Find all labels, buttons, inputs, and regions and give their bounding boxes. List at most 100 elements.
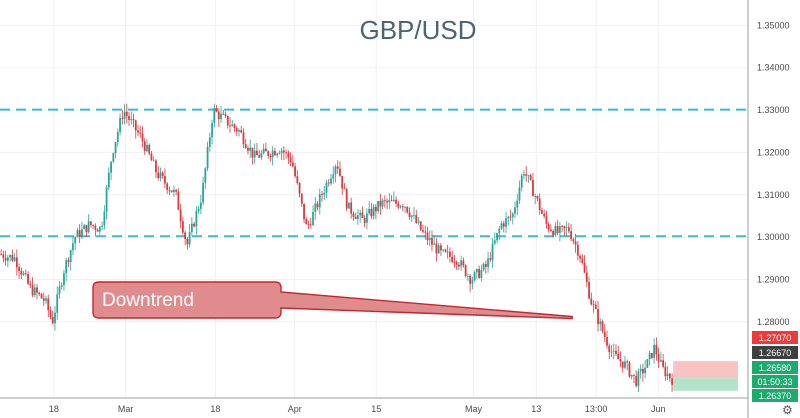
- candle: [238, 128, 240, 137]
- candle: [408, 207, 411, 220]
- candle: [603, 324, 606, 343]
- candle: [161, 171, 164, 179]
- candle: [365, 208, 368, 230]
- candle: [642, 363, 644, 382]
- candle: [514, 201, 516, 219]
- candle: [388, 193, 391, 209]
- candle: [305, 216, 308, 225]
- candle: [597, 301, 599, 332]
- candle: [561, 225, 564, 233]
- candle: [480, 264, 483, 282]
- candle: [444, 248, 447, 253]
- candle: [646, 358, 649, 369]
- candle: [334, 164, 337, 183]
- candle: [527, 174, 530, 183]
- candle: [637, 368, 640, 392]
- candle: [563, 225, 566, 236]
- candle: [9, 254, 11, 262]
- candle: [386, 198, 388, 210]
- candle: [626, 359, 629, 371]
- candle: [630, 374, 633, 380]
- candle: [81, 221, 83, 240]
- price-tag-label: 1.26580: [759, 363, 792, 373]
- candle: [343, 182, 346, 190]
- candle: [309, 217, 312, 229]
- y-tick-label: 1.32000: [757, 147, 790, 157]
- candle: [433, 235, 436, 245]
- x-tick-label: Mar: [118, 404, 134, 414]
- candle: [148, 143, 151, 156]
- candle: [621, 361, 624, 373]
- candle: [496, 232, 498, 244]
- candle: [217, 108, 220, 127]
- candle: [572, 237, 575, 245]
- gear-icon[interactable]: ⚙: [782, 403, 793, 417]
- candle: [498, 225, 501, 241]
- candle: [94, 223, 97, 237]
- candle: [440, 242, 442, 256]
- candle: [300, 193, 303, 207]
- candle: [552, 229, 555, 238]
- candle: [269, 153, 272, 162]
- candle: [606, 330, 608, 349]
- candle: [659, 352, 662, 363]
- candle: [22, 270, 25, 277]
- candle: [256, 142, 258, 156]
- candle: [345, 187, 348, 212]
- price-tag: 01:50:33: [752, 375, 798, 388]
- candle: [296, 170, 299, 185]
- candle: [655, 337, 658, 361]
- candle: [370, 203, 373, 219]
- horizontal-levels: [0, 108, 748, 238]
- candle: [592, 300, 595, 313]
- candle: [137, 124, 139, 136]
- candle: [397, 200, 400, 210]
- candle: [417, 216, 420, 225]
- candle: [619, 351, 622, 368]
- candle: [74, 236, 77, 250]
- candle: [500, 220, 503, 231]
- candle: [173, 185, 175, 197]
- candle: [392, 191, 395, 202]
- candle: [428, 230, 431, 247]
- candle: [202, 176, 204, 205]
- candle: [15, 249, 18, 276]
- candle: [424, 225, 427, 240]
- candle: [249, 139, 252, 159]
- candle: [170, 190, 173, 193]
- candle: [538, 193, 541, 215]
- price-tag-label: 01:50:33: [757, 377, 792, 387]
- candle: [341, 175, 344, 195]
- candle: [410, 214, 413, 223]
- price-tag: 1.26370: [752, 389, 798, 402]
- candle: [63, 269, 65, 291]
- candle: [415, 209, 418, 225]
- y-tick-label: 1.35000: [757, 20, 790, 30]
- candle: [446, 244, 449, 259]
- candle: [141, 126, 144, 148]
- candle: [119, 113, 121, 136]
- candle: [29, 280, 32, 288]
- candle: [581, 254, 584, 265]
- candle: [244, 138, 247, 149]
- candle: [36, 284, 38, 300]
- candle: [348, 202, 350, 209]
- candle: [215, 104, 218, 113]
- candle: [545, 210, 548, 229]
- candle: [579, 254, 581, 263]
- candle: [650, 352, 653, 360]
- candle: [271, 146, 274, 166]
- candle: [377, 200, 380, 214]
- stop-zone: [673, 361, 738, 379]
- candle: [54, 306, 56, 331]
- candle: [489, 252, 492, 263]
- candle: [112, 152, 115, 164]
- price-tags: 1.27070 1.26670 1.26580 01:50:33 1.26370: [752, 331, 798, 402]
- candle: [525, 166, 528, 182]
- candle: [482, 262, 485, 272]
- candle: [128, 111, 130, 126]
- candle: [624, 356, 626, 370]
- candle: [523, 169, 525, 180]
- candle: [484, 260, 487, 274]
